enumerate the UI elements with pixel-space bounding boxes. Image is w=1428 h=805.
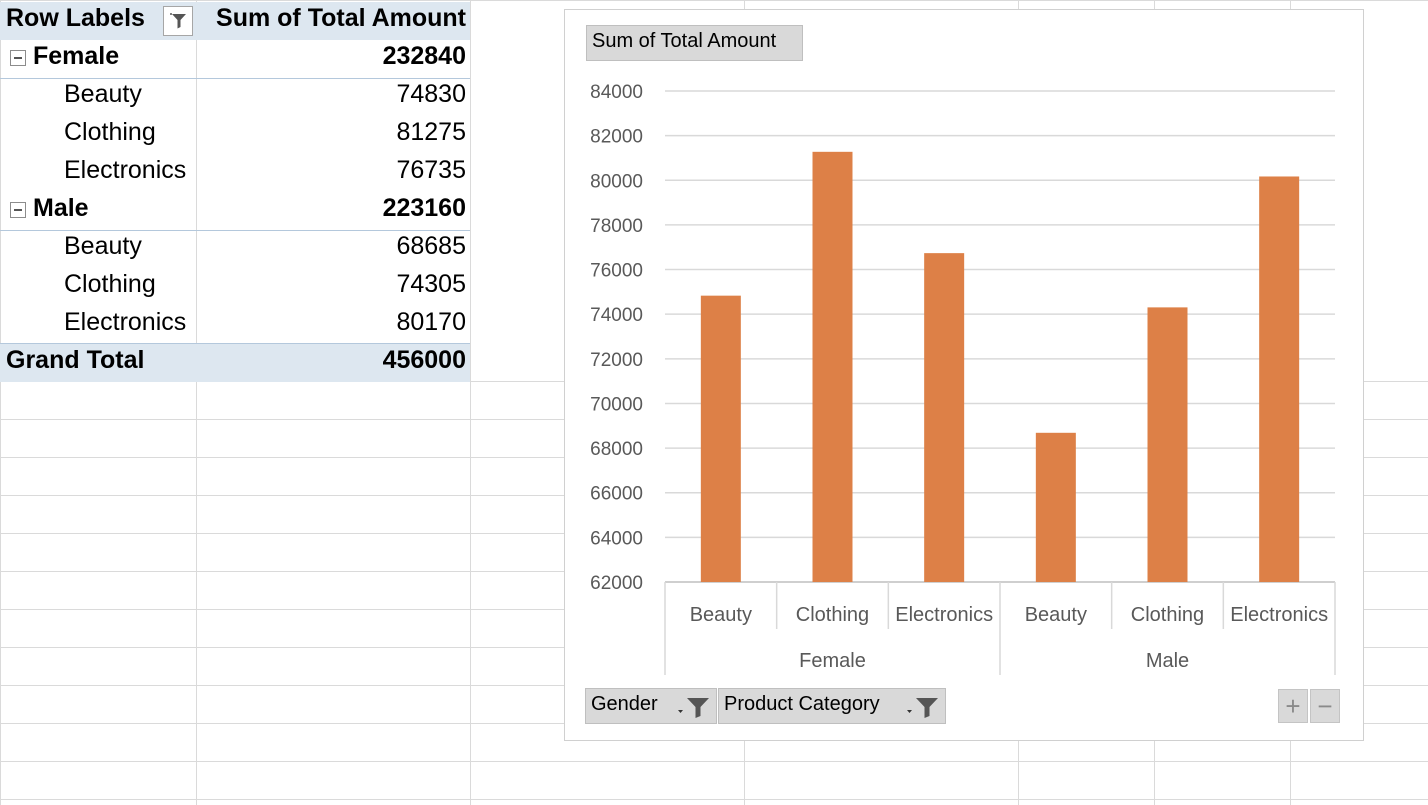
bar xyxy=(924,253,965,582)
y-tick-label: 64000 xyxy=(590,528,643,549)
grand-total-label: Grand Total xyxy=(6,346,145,374)
expand-button[interactable]: + xyxy=(1278,689,1308,723)
bar xyxy=(812,151,853,582)
bar xyxy=(1035,432,1076,582)
y-tick-label: 76000 xyxy=(590,261,643,282)
sum-header[interactable]: Sum of Total Amount xyxy=(216,4,466,32)
y-tick-label: 74000 xyxy=(590,305,643,326)
value-field-label: Sum of Total Amount xyxy=(592,30,777,52)
row-value: 80170 xyxy=(396,308,466,336)
row-label: Beauty xyxy=(64,232,142,260)
y-tick-label: 72000 xyxy=(590,350,643,371)
grand-total-row[interactable]: Grand Total 456000 xyxy=(0,343,470,382)
gender-field-label: Gender xyxy=(591,693,658,715)
collapse-male-icon[interactable] xyxy=(10,202,26,218)
pivot-chart[interactable]: Sum of Total Amount 62000 64000 66000 68000… xyxy=(564,9,1364,741)
collapse-female-icon[interactable] xyxy=(10,50,26,66)
pivot-row[interactable]: Beauty 74830 xyxy=(0,78,470,116)
y-tick-label: 80000 xyxy=(590,171,643,192)
row-label: Clothing xyxy=(64,118,156,146)
chart-plot: 62000 64000 66000 68000 70000 72000 74000 76000… xyxy=(590,82,1336,675)
bar xyxy=(1259,176,1300,582)
pivot-row[interactable]: Clothing 74305 xyxy=(0,268,470,306)
x-tick-label: Clothing xyxy=(1131,604,1204,626)
grid-line xyxy=(470,0,471,805)
row-label: Clothing xyxy=(64,270,156,298)
row-label: Electronics xyxy=(64,308,187,336)
pivot-row[interactable]: Clothing 81275 xyxy=(0,116,470,154)
x-tick-label: Beauty xyxy=(690,604,752,626)
pivot-row[interactable]: Beauty 68685 xyxy=(0,230,470,268)
group-total: 223160 xyxy=(382,194,466,222)
grid-line xyxy=(196,0,197,805)
row-value: 76735 xyxy=(396,156,466,184)
group-row-female[interactable]: Female 232840 xyxy=(0,40,470,79)
collapse-button[interactable]: − xyxy=(1310,689,1340,723)
row-value: 74305 xyxy=(396,270,466,298)
y-tick-label: 84000 xyxy=(590,82,643,103)
filter-dropdown-icon xyxy=(678,698,709,718)
value-field-button[interactable]: Sum of Total Amount xyxy=(586,25,803,61)
row-label: Electronics xyxy=(64,156,187,184)
row-label: Beauty xyxy=(64,80,142,108)
pivot-header-row: Row Labels Sum of Total Amount xyxy=(0,2,470,40)
x-group-label: Male xyxy=(1146,650,1189,672)
gender-field-button[interactable]: Gender xyxy=(585,688,717,724)
product-category-field-label: Product Category xyxy=(724,693,880,715)
x-tick-label: Beauty xyxy=(1025,604,1087,626)
pivot-row[interactable]: Electronics 76735 xyxy=(0,154,470,192)
x-tick-label: Electronics xyxy=(895,604,993,626)
group-total: 232840 xyxy=(382,42,466,70)
y-tick-label: 62000 xyxy=(590,573,643,594)
y-tick-label: 82000 xyxy=(590,127,643,148)
pivot-row[interactable]: Electronics 80170 xyxy=(0,306,470,344)
grid-line xyxy=(0,761,1428,762)
row-value: 81275 xyxy=(396,118,466,146)
row-labels-filter-button[interactable] xyxy=(163,6,193,36)
y-tick-label: 66000 xyxy=(590,484,643,505)
group-row-male[interactable]: Male 223160 xyxy=(0,192,470,231)
bar xyxy=(700,295,741,582)
grand-total-value: 456000 xyxy=(382,346,466,374)
row-labels-header[interactable]: Row Labels xyxy=(6,4,145,32)
grid-line xyxy=(0,0,1428,1)
product-category-field-button[interactable]: Product Category xyxy=(718,688,946,724)
row-value: 74830 xyxy=(396,80,466,108)
y-tick-label: 70000 xyxy=(590,394,643,415)
x-tick-label: Electronics xyxy=(1230,604,1328,626)
y-tick-label: 78000 xyxy=(590,216,643,237)
x-group-label: Female xyxy=(799,650,866,672)
grid-line xyxy=(0,0,1,805)
group-label: Female xyxy=(33,42,120,70)
row-value: 68685 xyxy=(396,232,466,260)
x-tick-label: Clothing xyxy=(796,604,869,626)
bar xyxy=(1147,307,1188,582)
filter-sort-icon xyxy=(170,13,186,29)
filter-dropdown-icon xyxy=(907,698,938,718)
y-tick-label: 68000 xyxy=(590,439,643,460)
grid-line xyxy=(0,799,1428,800)
group-label: Male xyxy=(33,194,89,222)
